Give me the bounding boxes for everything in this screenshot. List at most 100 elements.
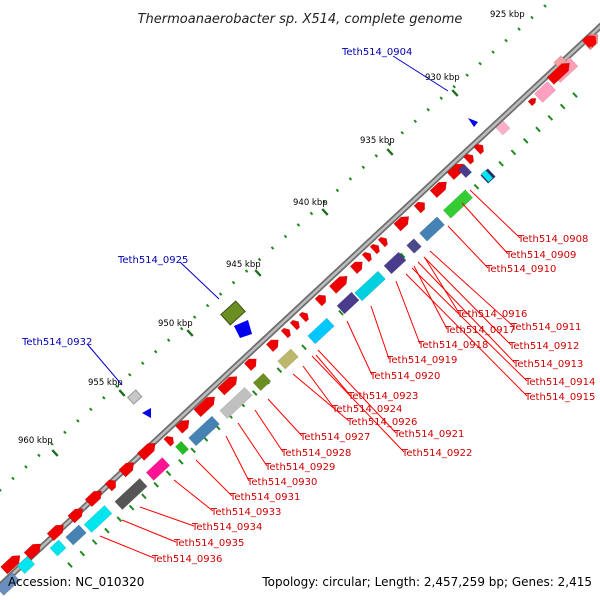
gene-label[interactable]: Teth514_0911 bbox=[510, 322, 581, 333]
gene-leader-line bbox=[317, 349, 397, 434]
gene-label[interactable]: Teth514_0913 bbox=[512, 359, 583, 370]
gene-label-teth514-0925[interactable]: Teth514_0925 bbox=[117, 255, 188, 266]
gene-label[interactable]: Teth514_0908 bbox=[517, 234, 588, 245]
gene-label[interactable]: Teth514_0910 bbox=[485, 264, 556, 275]
inner-gene-feature[interactable] bbox=[0, 572, 21, 596]
gene-label[interactable]: Teth514_0921 bbox=[393, 429, 464, 440]
forward-gene-feature[interactable] bbox=[429, 178, 450, 199]
gene-feature-grey[interactable] bbox=[126, 389, 143, 405]
gene-label[interactable]: Teth514_0915 bbox=[524, 392, 595, 403]
forward-gene-feature[interactable] bbox=[136, 440, 158, 461]
forward-gene-feature[interactable] bbox=[265, 336, 282, 353]
forward-gene-feature[interactable] bbox=[289, 318, 302, 331]
reverse-gene-feature[interactable] bbox=[553, 55, 567, 69]
reverse-gene-feature[interactable] bbox=[527, 96, 538, 107]
gene-label-teth514-0932[interactable]: Teth514_0932 bbox=[21, 337, 92, 348]
forward-gene-feature[interactable] bbox=[46, 521, 67, 542]
gene-feature-olive[interactable] bbox=[220, 300, 246, 326]
tick-label-960: 960 kbp bbox=[18, 436, 53, 446]
forward-gene-feature[interactable] bbox=[349, 258, 366, 275]
gene-label[interactable]: Teth514_0912 bbox=[508, 341, 579, 352]
forward-gene-feature[interactable] bbox=[104, 477, 119, 492]
forward-gene-feature[interactable] bbox=[175, 417, 192, 434]
forward-gene-feature[interactable] bbox=[328, 273, 350, 294]
gene-label[interactable]: Teth514_0916 bbox=[456, 309, 527, 320]
inner-gene-feature[interactable] bbox=[419, 216, 445, 242]
reverse-gene-feature[interactable] bbox=[495, 120, 511, 136]
gene-label[interactable]: Teth514_0931 bbox=[229, 492, 300, 503]
tick-dot bbox=[91, 539, 98, 545]
gene-label[interactable]: Teth514_0909 bbox=[505, 250, 576, 261]
gene-teth514-0925[interactable] bbox=[234, 320, 252, 338]
gene-label-teth514-0904[interactable]: Teth514_0904 bbox=[341, 47, 412, 58]
inner-gene-feature[interactable] bbox=[65, 524, 87, 546]
gene-label[interactable]: Teth514_0920 bbox=[369, 371, 440, 382]
tick-mark bbox=[118, 389, 126, 397]
forward-gene-feature[interactable] bbox=[163, 434, 177, 447]
gene-label[interactable]: Teth514_0919 bbox=[386, 355, 457, 366]
gene-label[interactable]: Teth514_0917 bbox=[444, 325, 515, 336]
inner-gene-feature[interactable] bbox=[307, 317, 335, 345]
inner-gene-feature[interactable] bbox=[442, 189, 474, 219]
gene-label[interactable]: Teth514_0924 bbox=[331, 404, 402, 415]
forward-gene-feature[interactable] bbox=[473, 142, 487, 155]
gene-label[interactable]: Teth514_0927 bbox=[299, 432, 370, 443]
inner-gene-feature[interactable] bbox=[252, 372, 272, 392]
forward-gene-feature[interactable] bbox=[243, 355, 260, 372]
gene-label[interactable]: Teth514_0918 bbox=[417, 340, 488, 351]
tick-dot bbox=[322, 200, 327, 204]
forward-gene-feature[interactable] bbox=[280, 326, 293, 339]
forward-gene-feature[interactable] bbox=[23, 540, 44, 561]
inner-gene-feature[interactable] bbox=[277, 348, 299, 370]
gene-label[interactable]: Teth514_0935 bbox=[173, 538, 244, 549]
forward-gene-feature[interactable] bbox=[217, 373, 241, 396]
forward-gene-feature[interactable] bbox=[84, 487, 105, 508]
gene-label[interactable]: Teth514_0936 bbox=[151, 554, 222, 565]
gene-label[interactable]: Teth514_0928 bbox=[280, 448, 351, 459]
gene-label[interactable]: Teth514_0934 bbox=[191, 522, 262, 533]
forward-gene-feature[interactable] bbox=[361, 250, 374, 263]
gene-teth514-0932[interactable] bbox=[142, 408, 151, 418]
inner-gene-feature[interactable] bbox=[219, 387, 253, 419]
forward-gene-feature[interactable] bbox=[193, 393, 218, 418]
forward-gene-feature[interactable] bbox=[463, 152, 477, 165]
inner-gene-feature[interactable] bbox=[145, 457, 171, 481]
inner-gene-feature[interactable] bbox=[383, 251, 407, 275]
gene-label[interactable]: Teth514_0929 bbox=[264, 462, 335, 473]
forward-gene-feature[interactable] bbox=[377, 235, 390, 248]
forward-gene-feature[interactable] bbox=[67, 505, 87, 524]
reverse-gene-feature[interactable] bbox=[533, 81, 557, 103]
inner-gene-feature[interactable] bbox=[336, 291, 360, 315]
inner-gene-feature[interactable] bbox=[114, 478, 148, 510]
gene-label[interactable]: Teth514_0926 bbox=[346, 417, 417, 428]
tick-mark bbox=[321, 208, 329, 216]
gene-label[interactable]: Teth514_0933 bbox=[210, 507, 281, 518]
tick-dot bbox=[338, 309, 344, 316]
gene-label[interactable]: Teth514_0914 bbox=[524, 377, 595, 388]
forward-gene-feature[interactable] bbox=[0, 552, 24, 575]
forward-gene-feature[interactable] bbox=[118, 459, 138, 478]
inner-gene-feature[interactable] bbox=[406, 238, 422, 254]
forward-gene-feature[interactable] bbox=[413, 199, 428, 214]
gene-leader-line bbox=[447, 225, 489, 269]
inner-gene-feature[interactable] bbox=[16, 555, 36, 575]
inner-gene-feature[interactable] bbox=[584, 33, 600, 48]
inner-gene-feature[interactable] bbox=[83, 505, 113, 533]
tick-dot bbox=[63, 430, 67, 435]
inner-gene-feature[interactable] bbox=[480, 169, 494, 183]
inner-gene-feature[interactable] bbox=[354, 270, 386, 302]
gene-label[interactable]: Teth514_0922 bbox=[401, 448, 472, 459]
forward-gene-feature[interactable] bbox=[314, 292, 329, 307]
inner-gene-feature[interactable] bbox=[457, 163, 473, 179]
tick-dot bbox=[270, 246, 275, 250]
inner-gene-feature[interactable] bbox=[188, 415, 220, 447]
gene-label[interactable]: Teth514_0923 bbox=[347, 391, 418, 402]
inner-gene-feature[interactable] bbox=[174, 440, 190, 456]
inner-gene-feature[interactable] bbox=[49, 539, 67, 557]
forward-gene-feature[interactable] bbox=[369, 242, 382, 255]
forward-gene-feature[interactable] bbox=[393, 213, 413, 232]
gene-teth514-0904[interactable] bbox=[468, 118, 478, 127]
gene-label[interactable]: Teth514_0930 bbox=[246, 477, 317, 488]
forward-gene-feature[interactable] bbox=[298, 310, 311, 323]
forward-gene-feature[interactable] bbox=[546, 59, 573, 85]
